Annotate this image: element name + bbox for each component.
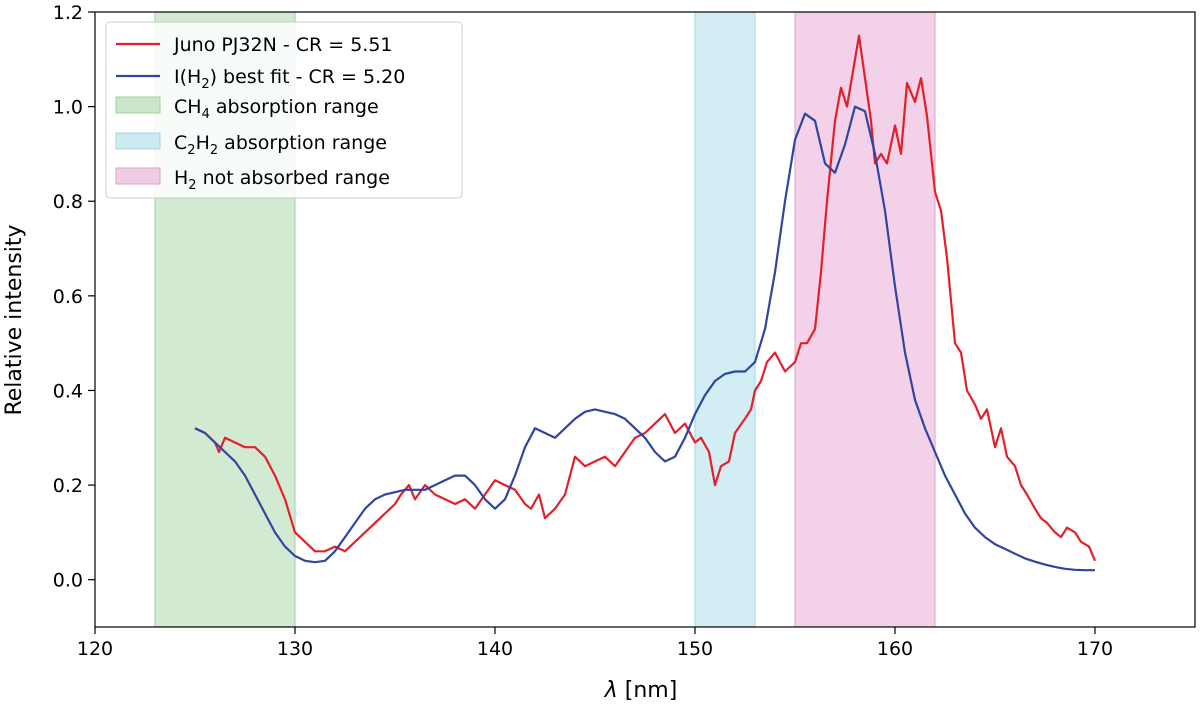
y-tick-label: 1.0 [53, 97, 83, 119]
x-axis-ticks: 120 130 140 150 160 170 [77, 627, 1113, 660]
legend-swatch-h2 [115, 167, 161, 185]
legend-swatch-c2h2 [115, 132, 161, 150]
legend-label-c2h2: C2H2 absorption range [174, 132, 387, 158]
y-tick-label: 0.6 [53, 286, 83, 308]
y-axis-title: Relative intensity [2, 224, 27, 415]
y-tick-label: 0.8 [53, 191, 83, 213]
legend-box [105, 21, 463, 199]
y-tick-label: 0.0 [53, 570, 83, 592]
x-tick-label: 130 [277, 638, 313, 660]
series-line-1 [194, 105, 1095, 572]
legend: Juno PJ32N - CR = 5.51 I(H2) best fit - … [105, 21, 463, 199]
x-tick-label: 150 [677, 638, 713, 660]
plot-frame [94, 11, 1196, 628]
x-axis-unit: [nm] [625, 678, 678, 703]
x-tick-label: 170 [1077, 638, 1113, 660]
series-line-0 [194, 34, 1097, 562]
legend-label-h2: H2 not absorbed range [174, 167, 390, 193]
y-tick-label: 0.4 [53, 380, 83, 402]
x-tick-label: 120 [77, 638, 113, 660]
legend-label-ch4: CH4 absorption range [174, 96, 379, 122]
legend-label-observed: Juno PJ32N - CR = 5.51 [173, 34, 393, 56]
x-axis-title: λ [nm] [604, 678, 678, 703]
y-tick-label: 0.2 [53, 475, 83, 497]
y-tick-label: 1.2 [53, 2, 83, 24]
shaded-range-1 [694, 11, 756, 628]
x-axis-symbol: λ [604, 678, 618, 703]
x-tick-label: 160 [877, 638, 913, 660]
legend-swatch-ch4 [115, 96, 161, 114]
legend-label-fit: I(H2) best fit - CR = 5.20 [174, 66, 405, 92]
y-axis-ticks: 0.0 0.2 0.4 0.6 0.8 1.0 1.2 [53, 2, 95, 592]
x-tick-label: 140 [477, 638, 513, 660]
series-lines [194, 34, 1097, 572]
